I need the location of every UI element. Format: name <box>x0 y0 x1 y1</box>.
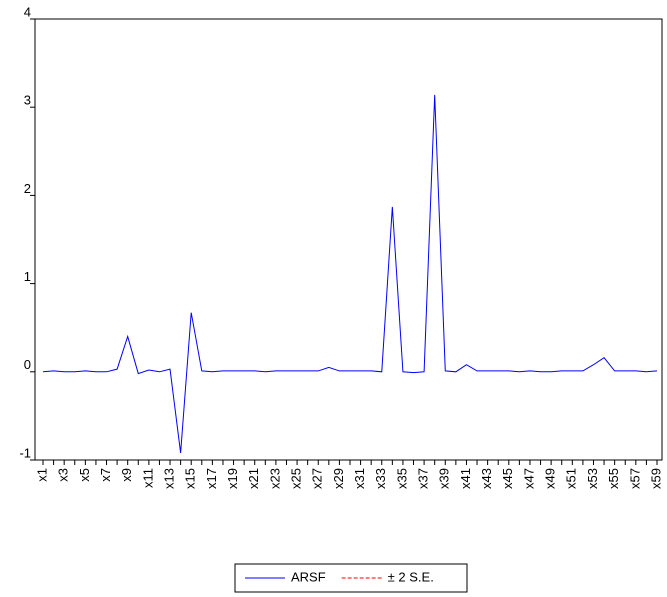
x-tick-label: x33 <box>373 468 388 489</box>
plot-frame <box>34 18 663 461</box>
y-tick-label: 3 <box>24 93 31 108</box>
x-tick-label: x15 <box>183 468 198 489</box>
x-tick-label: x37 <box>416 468 431 489</box>
x-tick-label: x25 <box>289 468 304 489</box>
y-tick-label: 0 <box>24 357 31 372</box>
x-tick-label: x23 <box>267 468 282 489</box>
legend-label: ± 2 S.E. <box>388 569 434 584</box>
legend-label: ARSF <box>291 569 326 584</box>
x-tick-label: x49 <box>543 468 558 489</box>
x-tick-label: x29 <box>331 468 346 489</box>
y-tick-label: 2 <box>24 181 31 196</box>
x-tick-label: x55 <box>606 468 621 489</box>
x-tick-label: x17 <box>204 468 219 489</box>
y-tick-label: 4 <box>24 4 31 19</box>
x-tick-label: x31 <box>352 468 367 489</box>
x-tick-label: x53 <box>585 468 600 489</box>
x-tick-label: x1 <box>34 468 49 482</box>
x-tick-label: x43 <box>479 468 494 489</box>
x-tick-label: x11 <box>140 468 155 488</box>
x-tick-label: x35 <box>394 468 409 489</box>
x-tick-label: x59 <box>648 468 663 489</box>
x-tick-label: x41 <box>458 468 473 489</box>
x-tick-label: x45 <box>500 468 515 489</box>
x-tick-label: x51 <box>564 468 579 489</box>
x-tick-label: x13 <box>161 468 176 489</box>
x-tick-label: x19 <box>225 468 240 489</box>
x-tick-label: x39 <box>437 468 452 489</box>
x-tick-label: x57 <box>627 468 642 489</box>
y-tick-label: -1 <box>19 445 31 460</box>
x-tick-label: x3 <box>56 468 71 482</box>
x-tick-label: x27 <box>310 468 325 489</box>
x-tick-label: x47 <box>521 468 536 489</box>
x-tick-label: x21 <box>246 468 261 489</box>
data-line <box>42 94 658 454</box>
x-tick-label: x9 <box>119 468 134 482</box>
x-tick-label: x7 <box>98 468 113 482</box>
x-tick-label: x5 <box>77 468 92 482</box>
y-tick-label: 1 <box>24 269 31 284</box>
legend-box <box>234 563 468 593</box>
legend: ARSF ± 2 S.E. <box>234 563 468 593</box>
